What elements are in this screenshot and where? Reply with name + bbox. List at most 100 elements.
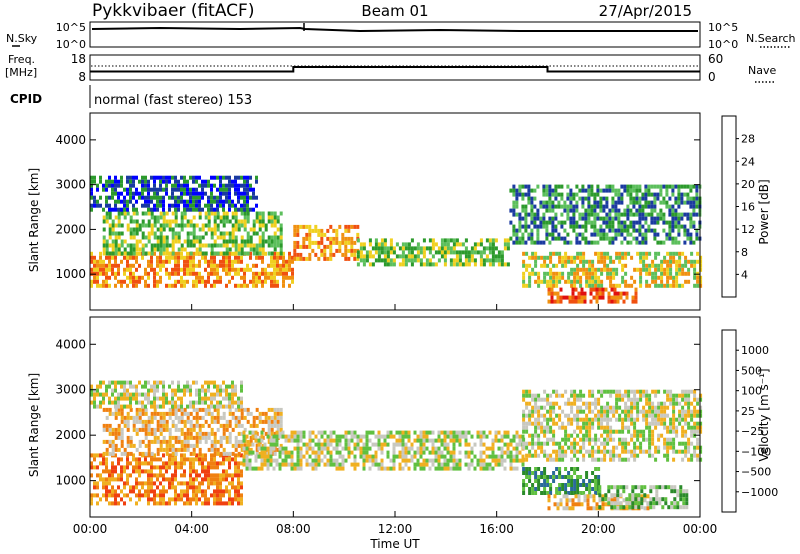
- heatmap-cell: [597, 251, 601, 256]
- heatmap-cell: [269, 442, 273, 447]
- heatmap-cell: [386, 258, 390, 263]
- heatmap-cell: [114, 207, 117, 212]
- heatmap-cell: [558, 279, 562, 284]
- heatmap-cell: [293, 438, 297, 443]
- heatmap-cell: [600, 283, 604, 288]
- heatmap-cell: [648, 267, 652, 272]
- heatmap-cell: [90, 497, 93, 502]
- heatmap-cell: [534, 263, 538, 268]
- heatmap-cell: [117, 195, 120, 200]
- heatmap-cell: [105, 407, 109, 412]
- nave-right-label: Nave: [748, 64, 776, 77]
- heatmap-cell: [374, 454, 378, 459]
- heatmap-cell: [608, 208, 612, 213]
- heatmap-cell: [576, 457, 580, 462]
- heatmap-cell: [443, 238, 447, 243]
- heatmap-cell: [534, 271, 538, 276]
- heatmap-cell: [105, 215, 109, 220]
- heatmap-cell: [219, 175, 222, 180]
- heatmap-cell: [536, 232, 540, 237]
- heatmap-cell: [105, 183, 108, 188]
- heatmap-cell: [537, 425, 541, 430]
- heatmap-cell: [117, 473, 120, 478]
- heatmap-cell: [135, 231, 139, 236]
- heatmap-cell: [201, 423, 205, 428]
- heatmap-cell: [479, 258, 483, 263]
- heatmap-cell: [395, 442, 399, 447]
- heatmap-cell: [611, 224, 615, 229]
- heatmap-cell: [108, 439, 112, 444]
- heatmap-cell: [144, 427, 148, 432]
- heatmap-cell: [422, 246, 426, 251]
- heatmap-cell: [575, 192, 579, 197]
- heatmap-cell: [593, 232, 597, 237]
- heatmap-cell: [518, 240, 522, 245]
- heatmap-cell: [625, 291, 629, 296]
- heatmap-cell: [138, 473, 141, 478]
- heatmap-cell: [102, 457, 105, 462]
- heatmap-cell: [615, 417, 619, 422]
- heatmap-cell: [177, 247, 181, 252]
- heatmap-cell: [228, 187, 231, 192]
- heatmap-cell: [99, 251, 102, 256]
- heatmap-cell: [114, 411, 118, 416]
- heatmap-cell: [231, 501, 234, 506]
- heatmap-cell: [171, 461, 174, 466]
- heatmap-cell: [582, 267, 586, 272]
- heatmap-cell: [534, 441, 538, 446]
- heatmap-cell: [590, 224, 594, 229]
- heatmap-cell: [534, 429, 538, 434]
- heatmap-cell: [126, 380, 129, 385]
- heatmap-cell: [135, 199, 138, 204]
- heatmap-cell: [165, 251, 169, 256]
- heatmap-cell: [567, 417, 571, 422]
- heatmap-cell: [201, 251, 205, 256]
- heatmap-cell: [359, 250, 363, 255]
- heatmap-cell: [609, 429, 613, 434]
- heatmap-cell: [245, 462, 249, 467]
- heatmap-cell: [561, 263, 565, 268]
- heatmap-cell: [550, 287, 554, 292]
- heatmap-cell: [609, 453, 613, 458]
- heatmap-cell: [126, 493, 129, 498]
- heatmap-cell: [645, 263, 649, 268]
- heatmap-cell: [407, 430, 411, 435]
- heatmap-cell: [284, 438, 288, 443]
- heatmap-cell: [111, 179, 114, 184]
- heatmap-cell: [111, 223, 115, 228]
- heatmap-cell: [135, 461, 138, 466]
- heatmap-cell: [213, 215, 217, 220]
- heatmap-cell: [605, 204, 609, 209]
- heatmap-cell: [144, 431, 148, 436]
- heatmap-cell: [552, 389, 556, 394]
- heatmap-cell: [171, 255, 174, 260]
- heatmap-cell: [90, 493, 93, 498]
- heatmap-cell: [126, 203, 129, 208]
- heatmap-cell: [108, 411, 112, 416]
- heatmap-cell: [123, 199, 126, 204]
- heatmap-cell: [657, 421, 661, 426]
- colorbar-tick-label: 4: [741, 268, 748, 281]
- heatmap-cell: [225, 175, 228, 180]
- heatmap-cell: [434, 446, 438, 451]
- heatmap-cell: [537, 417, 541, 422]
- heatmap-cell: [141, 183, 144, 188]
- heatmap-cell: [609, 271, 613, 276]
- heatmap-cell: [681, 413, 685, 418]
- heatmap-cell: [270, 427, 274, 432]
- heatmap-cell: [542, 220, 546, 225]
- heatmap-cell: [344, 252, 348, 257]
- heatmap-cell: [455, 250, 459, 255]
- heatmap-cell: [165, 469, 168, 474]
- heatmap-cell: [102, 451, 106, 456]
- heatmap-cell: [153, 187, 156, 192]
- heatmap-cell: [222, 211, 226, 216]
- heatmap-cell: [216, 489, 219, 494]
- heatmap-cell: [521, 434, 525, 439]
- heatmap-cell: [168, 251, 172, 256]
- heatmap-cell: [269, 438, 273, 443]
- heatmap-cell: [612, 267, 616, 272]
- heatmap-cell: [623, 212, 627, 217]
- heatmap-cell: [111, 451, 115, 456]
- heatmap-cell: [222, 451, 226, 456]
